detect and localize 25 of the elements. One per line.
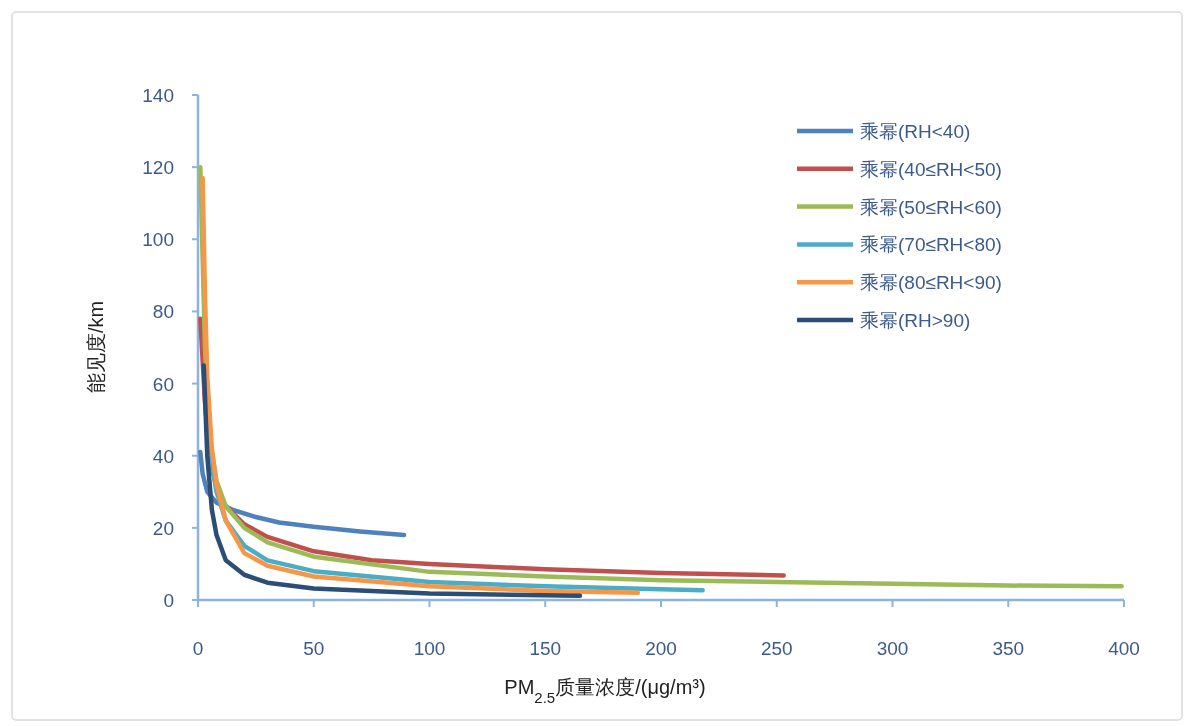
x-tick-label: 350 bbox=[992, 638, 1025, 659]
x-tick-label: 100 bbox=[413, 638, 446, 659]
y-tick-label: 140 bbox=[142, 85, 174, 106]
y-tick-label: 60 bbox=[152, 373, 174, 395]
legend-label: 乘幂(RH<40) bbox=[860, 121, 971, 142]
y-tick-label: 20 bbox=[152, 517, 174, 539]
y-tick-label: 0 bbox=[163, 590, 174, 611]
x-tick-label: 0 bbox=[192, 638, 204, 659]
x-tick-label: 300 bbox=[876, 638, 909, 659]
x-tick-label: 400 bbox=[1108, 638, 1140, 659]
x-axis-title: PM$_{2.5}$质量浓度/(μg/m³) bbox=[504, 676, 706, 706]
y-axis-title: 能见度/km bbox=[85, 300, 107, 394]
y-tick-label: 120 bbox=[142, 157, 174, 179]
legend-label: 乘幂(40≤RH<50) bbox=[860, 158, 1002, 180]
x-tick-label: 150 bbox=[529, 638, 562, 659]
x-tick-label: 250 bbox=[760, 638, 793, 659]
y-tick-label: 80 bbox=[152, 301, 174, 323]
y-tick-label: 100 bbox=[142, 229, 174, 251]
legend-label: 乘幂(RH>90) bbox=[860, 310, 971, 331]
x-tick-label: 50 bbox=[303, 638, 325, 659]
legend-label: 乘幂(80≤RH<90) bbox=[860, 272, 1002, 294]
y-tick-label: 40 bbox=[152, 445, 174, 467]
legend-label: 乘幂(70≤RH<80) bbox=[860, 234, 1002, 256]
x-tick-label: 200 bbox=[645, 638, 677, 659]
legend-label: 乘幂(50≤RH<60) bbox=[860, 196, 1002, 218]
